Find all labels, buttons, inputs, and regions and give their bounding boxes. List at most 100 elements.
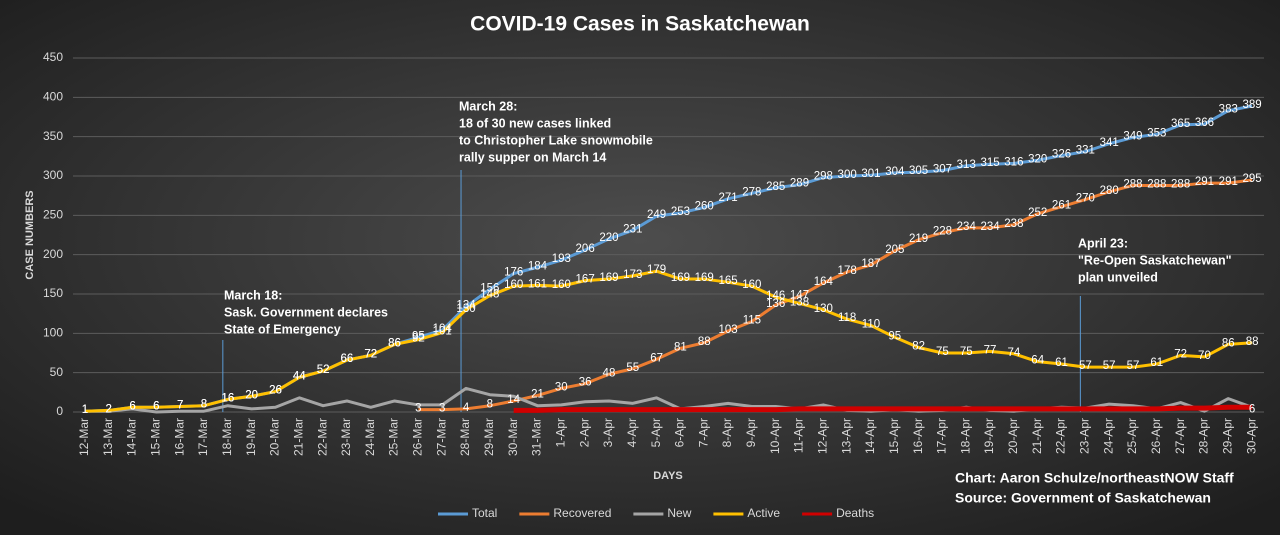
- x-tick-label: 30-Apr: [1244, 418, 1258, 454]
- x-tick-label: 10-Apr: [768, 418, 782, 454]
- data-label: 8: [487, 399, 493, 411]
- data-label: 7: [177, 400, 183, 412]
- x-tick-label: 12-Mar: [77, 418, 91, 456]
- data-label: 57: [1079, 360, 1092, 372]
- data-label: 160: [742, 279, 761, 291]
- annotation-text: plan unveiled: [1078, 270, 1158, 284]
- data-label: 261: [1052, 200, 1071, 212]
- x-tick-label: 14-Mar: [125, 418, 139, 456]
- data-label: 291: [1219, 176, 1238, 188]
- data-label: 26: [269, 385, 282, 397]
- x-tick-label: 19-Mar: [244, 418, 258, 456]
- x-tick-label: 20-Apr: [1006, 418, 1020, 454]
- data-label: 21: [531, 389, 544, 401]
- y-tick-label: 150: [43, 286, 63, 300]
- x-tick-label: 27-Apr: [1173, 418, 1187, 454]
- data-label: 88: [1246, 336, 1259, 348]
- legend-label: Deaths: [836, 506, 874, 520]
- data-label: 6: [129, 400, 135, 412]
- y-tick-label: 100: [43, 326, 63, 340]
- data-label: 1: [82, 404, 88, 416]
- data-label: 285: [766, 181, 785, 193]
- data-label: 103: [718, 324, 737, 336]
- data-label: 16: [221, 392, 234, 404]
- x-tick-label: 22-Mar: [315, 418, 329, 456]
- y-tick-label: 200: [43, 247, 63, 261]
- data-label: 86: [388, 337, 401, 349]
- data-label: 288: [1147, 178, 1166, 190]
- data-label: 389: [1242, 99, 1261, 111]
- data-label: 6: [129, 400, 135, 412]
- data-label: 326: [1052, 149, 1071, 161]
- data-label: 6: [153, 400, 159, 412]
- data-label: 305: [909, 165, 928, 177]
- x-tick-label: 19-Apr: [982, 418, 996, 454]
- data-label: 136: [766, 298, 785, 310]
- series-line: [418, 178, 1253, 412]
- data-label: 353: [1147, 127, 1166, 139]
- data-label: 72: [1174, 348, 1187, 360]
- y-tick-label: 300: [43, 168, 63, 182]
- data-label: 173: [623, 269, 642, 281]
- data-label: 118: [838, 312, 856, 324]
- data-label: 270: [1076, 193, 1095, 205]
- x-tick-label: 21-Mar: [291, 418, 305, 456]
- legend-label: Active: [747, 506, 780, 520]
- y-tick-label: 350: [43, 129, 63, 143]
- data-label: 219: [909, 233, 928, 245]
- x-tick-label: 18-Mar: [220, 418, 234, 456]
- data-label: 331: [1076, 145, 1095, 157]
- data-label: 57: [1127, 360, 1140, 372]
- y-tick-label: 400: [43, 90, 63, 104]
- x-tick-label: 25-Apr: [1125, 418, 1139, 454]
- data-label: 206: [576, 243, 595, 255]
- x-tick-label: 30-Mar: [506, 418, 520, 456]
- data-label: 130: [456, 303, 475, 315]
- data-label: 6: [1249, 403, 1255, 415]
- data-label: 288: [1171, 178, 1190, 190]
- data-label: 169: [695, 272, 714, 284]
- data-label: 160: [504, 279, 523, 291]
- annotation-text: "Re-Open Saskatchewan": [1078, 253, 1232, 267]
- y-tick-label: 450: [43, 50, 63, 64]
- data-label: 66: [341, 353, 354, 365]
- data-label: 3: [415, 403, 421, 415]
- x-tick-label: 20-Mar: [268, 418, 282, 456]
- x-tick-label: 22-Apr: [1054, 418, 1068, 454]
- data-label: 187: [861, 258, 880, 270]
- data-label: 304: [885, 166, 905, 178]
- data-label: 130: [814, 303, 833, 315]
- x-axis-title: DAYS: [653, 470, 683, 482]
- x-tick-label: 28-Apr: [1197, 418, 1211, 454]
- annotation-text: April 23:: [1078, 236, 1128, 250]
- data-label: 320: [1028, 153, 1047, 165]
- legend-label: New: [667, 506, 691, 520]
- data-label: 234: [980, 221, 1000, 233]
- data-label: 300: [838, 169, 857, 181]
- y-tick-label: 50: [50, 365, 64, 379]
- data-label: 52: [317, 364, 330, 376]
- series-line: [513, 404, 1253, 413]
- data-label: 291: [1195, 176, 1214, 188]
- data-label: 16: [221, 392, 234, 404]
- data-label: 288: [1123, 178, 1142, 190]
- data-label: 176: [504, 267, 523, 279]
- data-label: 75: [936, 346, 949, 358]
- data-label: 295: [1242, 173, 1261, 185]
- data-label: 138: [790, 296, 809, 308]
- data-label: 57: [1103, 360, 1116, 372]
- credit: Chart: Aaron Schulze/northeastNOW Staff: [955, 470, 1234, 486]
- x-tick-label: 23-Mar: [339, 418, 353, 456]
- x-tick-label: 23-Apr: [1078, 418, 1092, 454]
- x-tick-label: 31-Mar: [530, 418, 544, 456]
- data-label: 67: [650, 352, 663, 364]
- credit: Source: Government of Saskatchewan: [955, 490, 1211, 506]
- data-label: 169: [599, 272, 618, 284]
- data-label: 88: [698, 336, 711, 348]
- data-label: 383: [1219, 104, 1238, 116]
- data-label: 2: [106, 403, 112, 415]
- data-label: 253: [671, 206, 690, 218]
- data-label: 44: [293, 370, 306, 382]
- data-label: 104: [433, 323, 453, 335]
